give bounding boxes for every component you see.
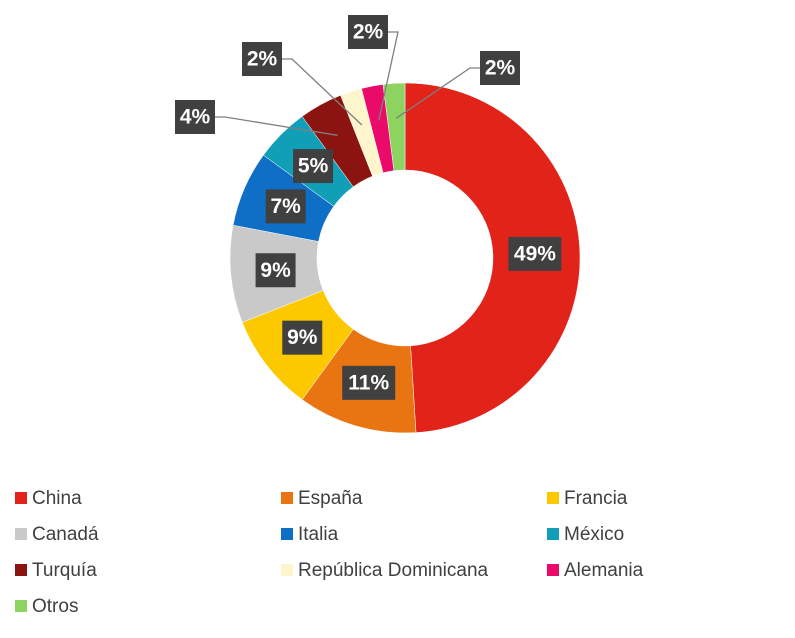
legend-label: República Dominicana	[298, 560, 489, 581]
data-label: 2%	[353, 21, 384, 44]
data-label: 9%	[260, 259, 291, 282]
legend: China España Francia Canadá Italia México Turq…	[15, 488, 644, 617]
legend-label: México	[564, 524, 624, 545]
legend-label: Francia	[564, 488, 628, 509]
label-box	[255, 253, 296, 288]
data-label: 7%	[271, 195, 302, 218]
slices	[229, 82, 581, 434]
legend-label: España	[298, 488, 363, 509]
legend-label: Turquía	[32, 560, 97, 581]
legend-label: Canadá	[32, 524, 99, 545]
label-box	[265, 189, 306, 224]
legend-swatch	[15, 492, 27, 504]
slice	[382, 82, 406, 171]
labels: 49% 11% 9% 9% 7% 5% 4% 2% 2% 2%	[175, 15, 562, 400]
data-label: 2%	[247, 48, 278, 71]
legend-swatch	[547, 564, 559, 576]
legend-label: Alemania	[564, 560, 644, 581]
label-box	[282, 320, 323, 355]
data-label: 4%	[180, 106, 211, 129]
legend-swatch	[547, 528, 559, 540]
data-label: 11%	[348, 371, 389, 394]
legend-swatch	[281, 528, 293, 540]
data-label: 2%	[485, 57, 516, 80]
label-box	[480, 51, 520, 85]
label-box	[175, 100, 215, 134]
data-label: 49%	[514, 242, 556, 265]
legend-swatch	[15, 528, 27, 540]
legend-label: China	[32, 488, 82, 509]
label-box	[242, 42, 282, 76]
legend-swatch	[15, 600, 27, 612]
label-box	[348, 15, 388, 49]
legend-swatch	[547, 492, 559, 504]
slice	[404, 82, 581, 433]
label-box	[342, 365, 396, 400]
legend-swatch	[281, 564, 293, 576]
label-box	[293, 149, 334, 184]
legend-label: Italia	[298, 524, 339, 545]
legend-label: Otros	[32, 596, 78, 617]
label-box	[508, 236, 562, 271]
data-label: 9%	[287, 326, 318, 349]
legend-swatch	[281, 492, 293, 504]
data-label: 5%	[298, 155, 329, 178]
legend-swatch	[15, 564, 27, 576]
